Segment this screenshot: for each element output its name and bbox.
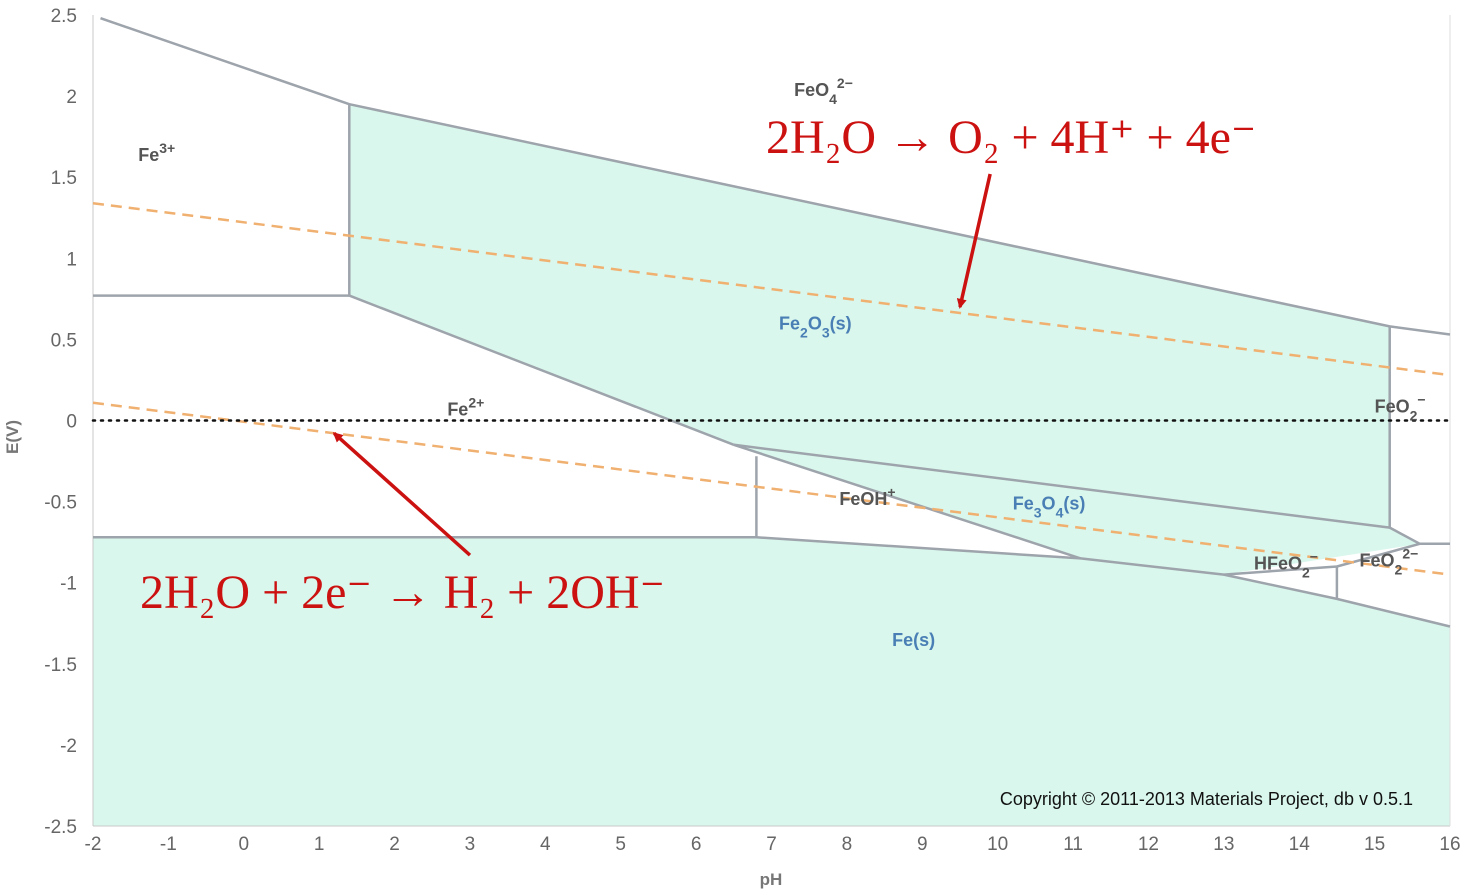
label-fe2plus: Fe2+ (447, 395, 484, 420)
x-tick-label: 7 (766, 834, 777, 855)
label-fe3o4: Fe3O4(s) (1013, 494, 1086, 521)
y-tick-label: -2.5 (44, 817, 77, 838)
annotation-arrow-1 (956, 173, 992, 309)
axis-ticks: -2 -1 0 1 2 3 4 5 6 7 8 9 10 11 12 13 14 15 162.521.510.50… (44, 6, 1460, 855)
x-tick-label: 4 (540, 834, 551, 855)
y-tick-label: 2.5 (51, 6, 77, 27)
x-tick-label: 16 (1439, 834, 1460, 855)
x-tick-label: 12 (1138, 834, 1159, 855)
region-fe3o4s (733, 444, 1420, 575)
y-tick-label: -2 (60, 736, 77, 757)
label-feoh: FeOH+ (839, 484, 895, 509)
boundary-line-0 (100, 17, 1451, 336)
x-tick-label: 14 (1289, 834, 1311, 855)
y-tick-label: 0 (66, 412, 77, 433)
x-tick-label: 2 (389, 834, 400, 855)
region-labels: FeO42− Fe3+ Fe2O3(s) Fe2+ FeO2− FeOH+ Fe3O4(s)… (138, 75, 1425, 650)
x-tick-label: 0 (238, 834, 249, 855)
label-feo2: FeO2− (1375, 391, 1426, 423)
x-tick-label: 3 (465, 834, 476, 855)
boundary-line-5 (733, 443, 1390, 529)
label-fe3plus: Fe3+ (138, 140, 175, 165)
x-tick-label: 11 (1063, 834, 1083, 855)
x-tick-label: 5 (615, 834, 626, 855)
label-feo2b: FeO22− (1360, 545, 1419, 577)
x-tick-label: 15 (1364, 834, 1385, 855)
x-tick-label: -2 (85, 834, 102, 855)
x-axis-label: pH (760, 870, 783, 889)
y-tick-label: 1.5 (51, 168, 77, 189)
x-tick-label: 9 (917, 834, 928, 855)
reaction-equation-1: 2H₂O → O₂ + 4H⁺ + 4e⁻ (766, 111, 1256, 164)
x-tick-label: -1 (160, 834, 177, 855)
y-tick-label: -1 (60, 574, 77, 595)
x-tick-label: 8 (842, 834, 853, 855)
water-stability-lines (92, 201, 1451, 576)
oxygen-evolution-line (92, 201, 1451, 377)
hydrogen-evolution-line (92, 401, 1451, 576)
annotation-arrow-2 (332, 432, 472, 557)
y-tick-label: 1 (66, 249, 77, 270)
y-axis-label: E(V) (3, 420, 22, 454)
label-fes: Fe(s) (892, 630, 935, 650)
boundary-line-4 (733, 443, 1081, 560)
region-fes (93, 537, 1450, 826)
y-tick-label: -0.5 (44, 493, 77, 514)
reaction-annotations: 2H₂O → O₂ + 4H⁺ + 4e⁻ 2H₂O + 2e⁻ → H₂ + 2… (140, 111, 1256, 619)
copyright-notice: Copyright © 2011-2013 Materials Project,… (1000, 789, 1413, 809)
y-tick-label: 0.5 (51, 330, 77, 351)
label-fe2o3: Fe2O3(s) (779, 314, 852, 341)
x-tick-label: 13 (1213, 834, 1234, 855)
y-tick-label: -1.5 (44, 655, 77, 676)
label-hfeo2: HFeO2− (1254, 549, 1318, 581)
phase-boundaries (93, 17, 1451, 628)
y-tick-label: 2 (66, 87, 77, 108)
reaction-equation-2: 2H₂O + 2e⁻ → H₂ + 2OH⁻ (140, 566, 665, 619)
boundary-line-7 (93, 536, 1451, 628)
label-feo4: FeO42− (794, 75, 853, 107)
x-tick-label: 1 (314, 834, 325, 855)
region-fe2o3s (349, 104, 1390, 528)
x-tick-label: 10 (987, 834, 1008, 855)
x-tick-label: 6 (691, 834, 702, 855)
stability-regions (93, 104, 1450, 826)
